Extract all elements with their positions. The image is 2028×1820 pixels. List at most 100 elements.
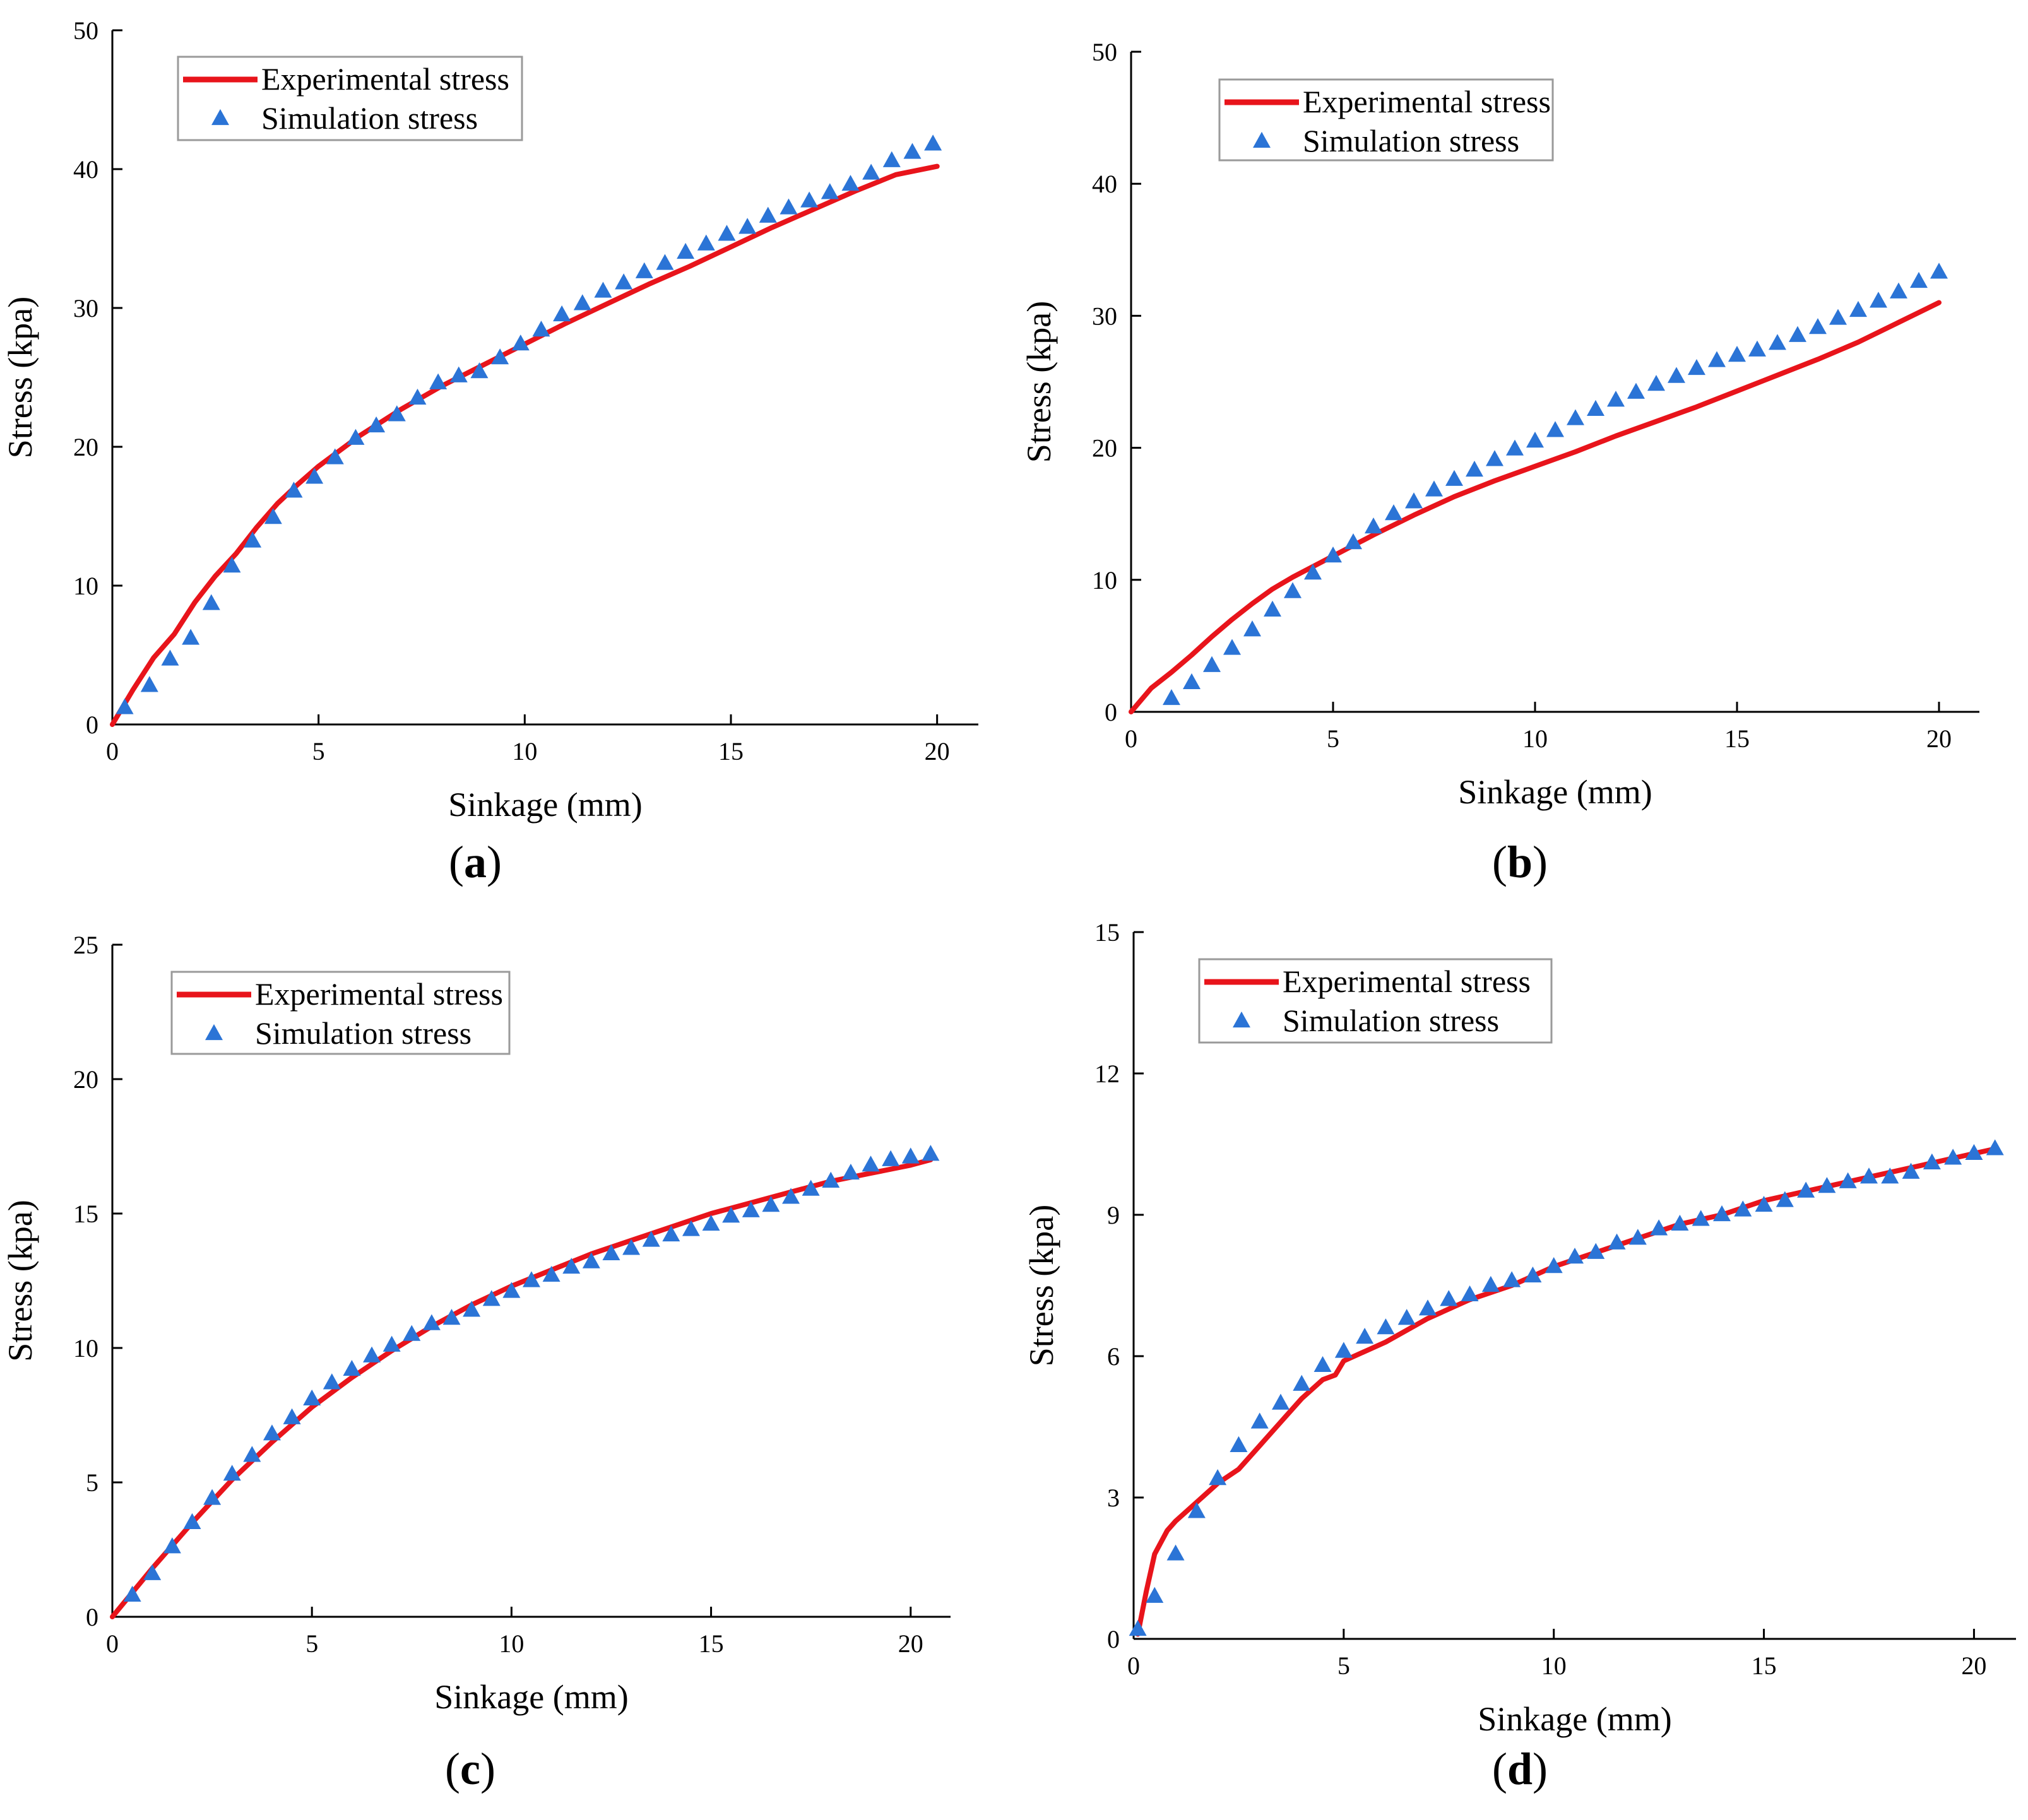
simulation-stress-point (1607, 391, 1625, 407)
simulation-stress-point (802, 1179, 820, 1196)
simulation-stress-point (1671, 1214, 1689, 1231)
legend-label-experimental: Experimental stress (1303, 84, 1551, 119)
simulation-stress-point (1385, 504, 1402, 521)
simulation-stress-point (1668, 367, 1685, 383)
simulation-stress-point (482, 1290, 501, 1306)
simulation-stress-point (821, 183, 839, 199)
simulation-stress-point (305, 468, 324, 484)
simulation-stress-point (203, 1489, 222, 1505)
y-axis-title: Stress (kpa) (1, 1200, 39, 1361)
simulation-stress-point (532, 321, 550, 337)
y-tick-label: 30 (73, 294, 98, 322)
y-tick-label: 12 (1094, 1060, 1120, 1088)
simulation-stress-point (1650, 1219, 1668, 1236)
y-tick-label: 20 (73, 433, 98, 461)
chart-svg-d: 0 3 6 9 12 15 0 5 10 15 20 Sinkage (mm) Stress (kpa)… (1023, 918, 2016, 1738)
chart-svg-b: 0 10 20 30 40 50 0 5 10 15 20 Sinkage (mm) Stress (k… (1020, 38, 1979, 811)
x-axis-title: Sinkage (mm) (448, 786, 642, 824)
simulation-stress-point (615, 273, 633, 290)
x-tick-label: 0 (106, 1629, 119, 1658)
simulation-stress-point (223, 557, 241, 573)
y-tick-label: 3 (1107, 1484, 1120, 1512)
y-tick-label: 10 (73, 1334, 98, 1362)
simulation-stress-point (656, 254, 674, 270)
simulation-stress-point (429, 373, 448, 389)
simulation-stress-point (1356, 1328, 1374, 1344)
simulation-stress-point (1243, 620, 1261, 637)
simulation-stress-point (1839, 1172, 1857, 1188)
panel-label-c: (c) (445, 1744, 495, 1794)
simulation-stress-point (367, 416, 386, 433)
simulation-stress-point (1146, 1587, 1164, 1603)
y-tick-label: 15 (1094, 918, 1120, 947)
x-tick-label: 0 (1127, 1652, 1140, 1680)
legend-label-experimental: Experimental stress (1283, 964, 1531, 999)
simulation-stress-point (1748, 340, 1766, 357)
simulation-stress-point (1334, 1342, 1353, 1358)
simulation-stress-point (463, 1301, 481, 1317)
simulation-stress-point (1860, 1167, 1878, 1184)
simulation-stress-point (1986, 1139, 2004, 1155)
simulation-stress-point (1965, 1143, 1983, 1161)
simulation-stress-point (408, 388, 427, 405)
y-axis-title: Stress (kpa) (1, 297, 39, 458)
y-tick-label: 9 (1107, 1201, 1120, 1229)
simulation-stress-point (1587, 399, 1604, 417)
simulation-stress-point (1608, 1233, 1626, 1250)
simulation-stress-point (140, 676, 158, 692)
x-tick-label: 15 (1724, 724, 1750, 753)
simulation-stress-point (882, 1150, 900, 1166)
simulation-stress-point (1755, 1195, 1773, 1212)
simulation-stress-point (223, 1465, 241, 1481)
x-axis-title: Sinkage (mm) (1478, 1700, 1671, 1738)
simulation-stress-point (1923, 1153, 1941, 1169)
simulation-stress-point (800, 191, 819, 208)
legend-label-experimental: Experimental stress (255, 976, 503, 1012)
experimental-stress-line (110, 163, 940, 727)
x-tick-label: 15 (718, 737, 744, 765)
simulation-stress-point (1466, 461, 1483, 477)
legend-label-simulation: Simulation stress (261, 100, 478, 136)
simulation-stress-point (1445, 470, 1463, 486)
simulation-stress-point (841, 1163, 860, 1180)
chart-svg-a: 0 10 20 30 40 50 0 5 10 15 20 Sinkage (mm) Stress (k… (1, 16, 978, 824)
simulation-stress-point (491, 348, 509, 365)
simulation-stress-point (422, 1314, 441, 1330)
simulation-stress-point (1708, 351, 1726, 367)
legend-box (1218, 78, 1554, 162)
simulation-stress-point (323, 1373, 341, 1390)
simulation-stress-point (1587, 1243, 1605, 1259)
chart-panel-a: 0 10 20 30 40 50 0 5 10 15 20 Sinkage (mm) Stress (k… (0, 0, 1014, 910)
simulation-stress-point (1890, 282, 1907, 298)
simulation-stress-point (1628, 1229, 1647, 1245)
y-tick-label: 0 (1107, 1625, 1120, 1653)
simulation-stress-point (1230, 1436, 1248, 1452)
simulation-stress-point (1264, 600, 1281, 617)
simulation-stress-point (862, 163, 881, 180)
y-tick-label: 0 (86, 1603, 98, 1631)
simulation-stress-point (1284, 582, 1302, 598)
simulation-stress-point (1524, 1266, 1542, 1283)
legend-triangle-swatch (205, 1024, 223, 1041)
x-axis-title: Sinkage (mm) (434, 1678, 628, 1716)
y-tick-label: 10 (73, 572, 98, 600)
simulation-stress-point (1627, 382, 1645, 399)
simulation-stress-point (123, 1585, 141, 1602)
simulation-stress-point (662, 1225, 680, 1242)
simulation-stress-point (1250, 1412, 1269, 1429)
simulation-stress-point (388, 405, 406, 422)
simulation-stress-point (738, 218, 757, 234)
simulation-stress-point (924, 134, 942, 151)
legend-box (170, 971, 511, 1055)
x-tick-label: 10 (499, 1629, 524, 1658)
legend-label-experimental: Experimental stress (261, 61, 509, 97)
simulation-stress-point (901, 1147, 920, 1164)
simulation-stress-point (759, 206, 777, 223)
simulation-stress-point (442, 1309, 461, 1325)
y-tick-label: 20 (1092, 434, 1117, 463)
experimental-stress-line (1135, 1146, 1998, 1637)
simulation-stress-point (1166, 1544, 1185, 1561)
simulation-stress-point (1881, 1167, 1899, 1184)
simulation-stress-point (562, 1258, 581, 1274)
simulation-stress-point (1789, 326, 1806, 342)
